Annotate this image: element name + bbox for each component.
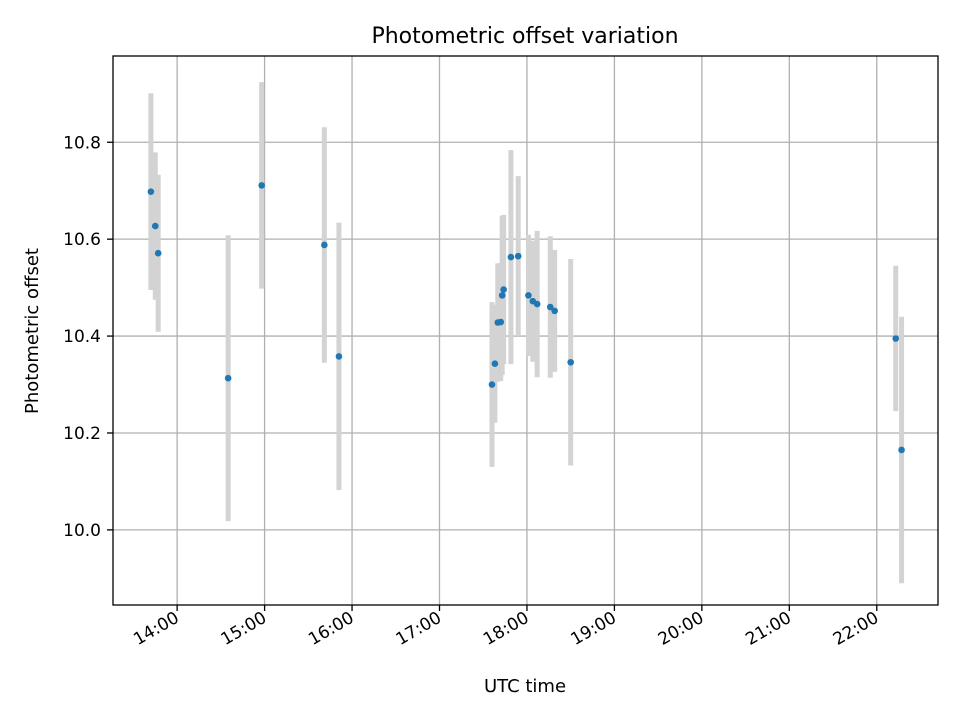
y-tick-label: 10.8: [63, 133, 101, 153]
data-point: [491, 360, 499, 367]
y-tick-label: 10.0: [63, 521, 101, 541]
y-tick-label: 10.6: [63, 230, 101, 250]
data-point: [497, 318, 505, 326]
data-point: [147, 188, 155, 195]
data-point: [335, 353, 343, 360]
data-point: [258, 182, 265, 189]
data-point: [151, 222, 159, 230]
data-point: [514, 252, 522, 260]
data-point: [154, 249, 162, 257]
data-point: [892, 335, 900, 342]
data-point: [488, 381, 496, 388]
y-tick-label: 10.2: [63, 424, 101, 444]
data-point: [546, 303, 554, 311]
point-layer: [147, 182, 905, 454]
data-point: [498, 292, 506, 299]
data-point: [567, 358, 574, 366]
data-point: [525, 292, 532, 299]
data-point: [321, 241, 328, 249]
x-axis-label: UTC time: [484, 676, 566, 697]
y-tick-label: 10.4: [63, 327, 101, 347]
data-point: [507, 253, 515, 261]
data-point: [898, 446, 905, 454]
data-point: [533, 300, 541, 308]
data-point: [500, 286, 507, 293]
plot-frame: [112, 55, 939, 606]
chart-title: Photometric offset variation: [371, 24, 678, 49]
data-point: [224, 374, 232, 382]
data-point: [551, 307, 558, 315]
y-axis-label: Photometric offset: [22, 248, 43, 414]
